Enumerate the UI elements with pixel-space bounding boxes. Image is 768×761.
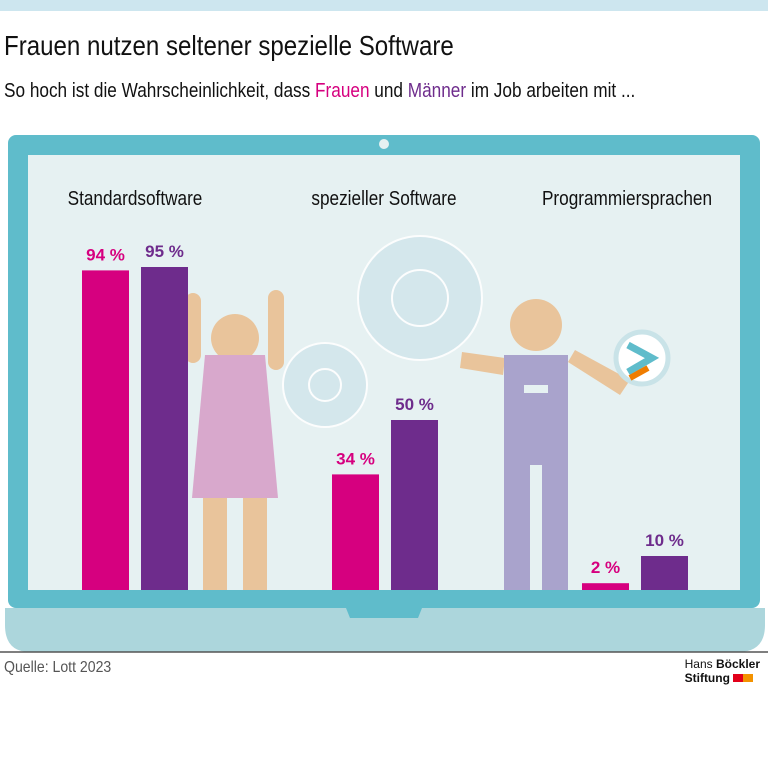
- chart-title: Frauen nutzen seltener spezielle Softwar…: [4, 30, 454, 61]
- camera-icon: [379, 139, 389, 149]
- subtitle-text: im Job arbeiten mit ...: [466, 80, 636, 102]
- subtitle-text: und: [369, 80, 408, 102]
- legend-frauen: Frauen: [315, 80, 370, 102]
- logo-text: Böckler: [715, 657, 760, 671]
- logo-text: Hans: [684, 657, 716, 671]
- laptop-base: [5, 608, 765, 652]
- subtitle-text: So hoch ist die Wahrscheinlichkeit, dass: [4, 80, 316, 102]
- bar-frauen: [82, 270, 129, 590]
- category-label: Standardsoftware: [68, 187, 203, 210]
- data-label: 50 %: [395, 395, 434, 414]
- source-note: Quelle: Lott 2023: [4, 659, 112, 676]
- data-label: 10 %: [645, 531, 684, 550]
- bar-männer: [641, 556, 688, 590]
- data-label: 94 %: [86, 245, 125, 264]
- chart-subtitle: So hoch ist die Wahrscheinlichkeit, dass…: [4, 80, 635, 103]
- data-label: 95 %: [145, 242, 184, 261]
- man-figure-icon: [460, 299, 671, 590]
- laptop-notch: [346, 608, 422, 618]
- logo-text: Stiftung: [684, 671, 730, 685]
- legend-maenner: Männer: [407, 80, 467, 102]
- category-label: Programmiersprachen: [542, 187, 712, 210]
- bar-männer: [141, 267, 188, 590]
- category-label: spezieller Software: [311, 187, 456, 210]
- bar-frauen: [582, 583, 629, 590]
- data-label: 2 %: [591, 558, 620, 577]
- bar-frauen: [332, 474, 379, 590]
- woman-figure-icon: [185, 290, 284, 590]
- gear-icon: [282, 235, 483, 428]
- hans-boeckler-logo: Hans Böckler Stiftung: [685, 657, 760, 685]
- top-bar: [0, 0, 768, 11]
- data-label: 34 %: [336, 449, 375, 468]
- bar-männer: [391, 420, 438, 590]
